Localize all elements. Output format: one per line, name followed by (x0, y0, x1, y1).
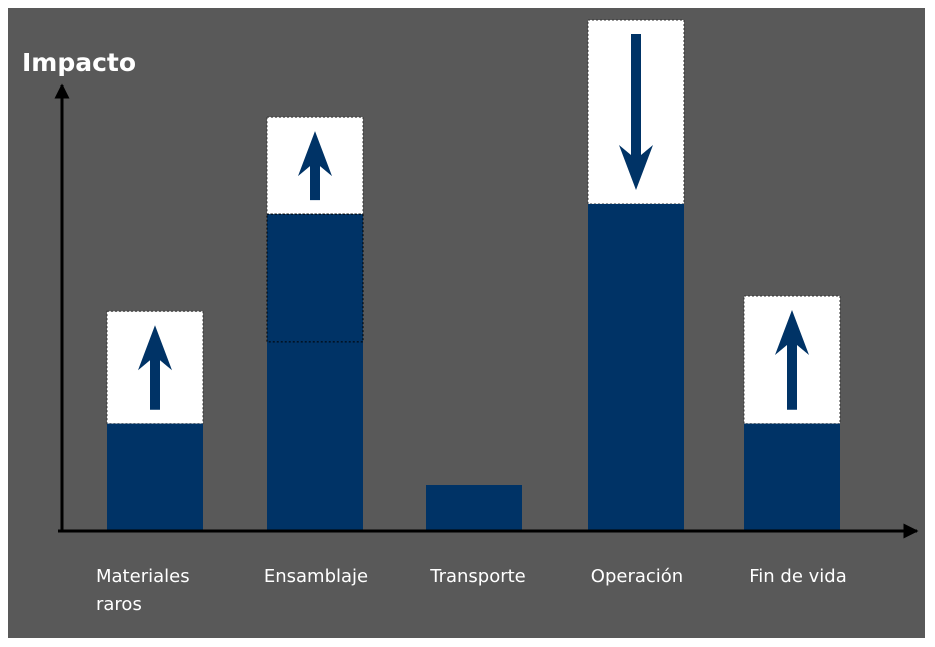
arrow-up-0 (138, 325, 172, 410)
bar-2 (426, 485, 522, 531)
category-label-3: Operación (591, 566, 683, 587)
bar-1 (267, 341, 363, 531)
arrow-up-1 (298, 131, 332, 201)
category-label-1: Ensamblaje (264, 566, 368, 587)
category-label-0: Materiales raros (96, 566, 190, 615)
arrow-down-3 (619, 34, 653, 190)
bar-4 (744, 423, 840, 531)
bar-3 (588, 203, 684, 531)
extra-segment-1 (266, 213, 364, 343)
category-label-4: Fin de vida (749, 566, 847, 587)
category-label-2: Transporte (429, 566, 526, 587)
arrow-up-4 (775, 309, 809, 410)
y-axis-label: Impacto (22, 48, 136, 77)
bar-0 (107, 423, 203, 531)
